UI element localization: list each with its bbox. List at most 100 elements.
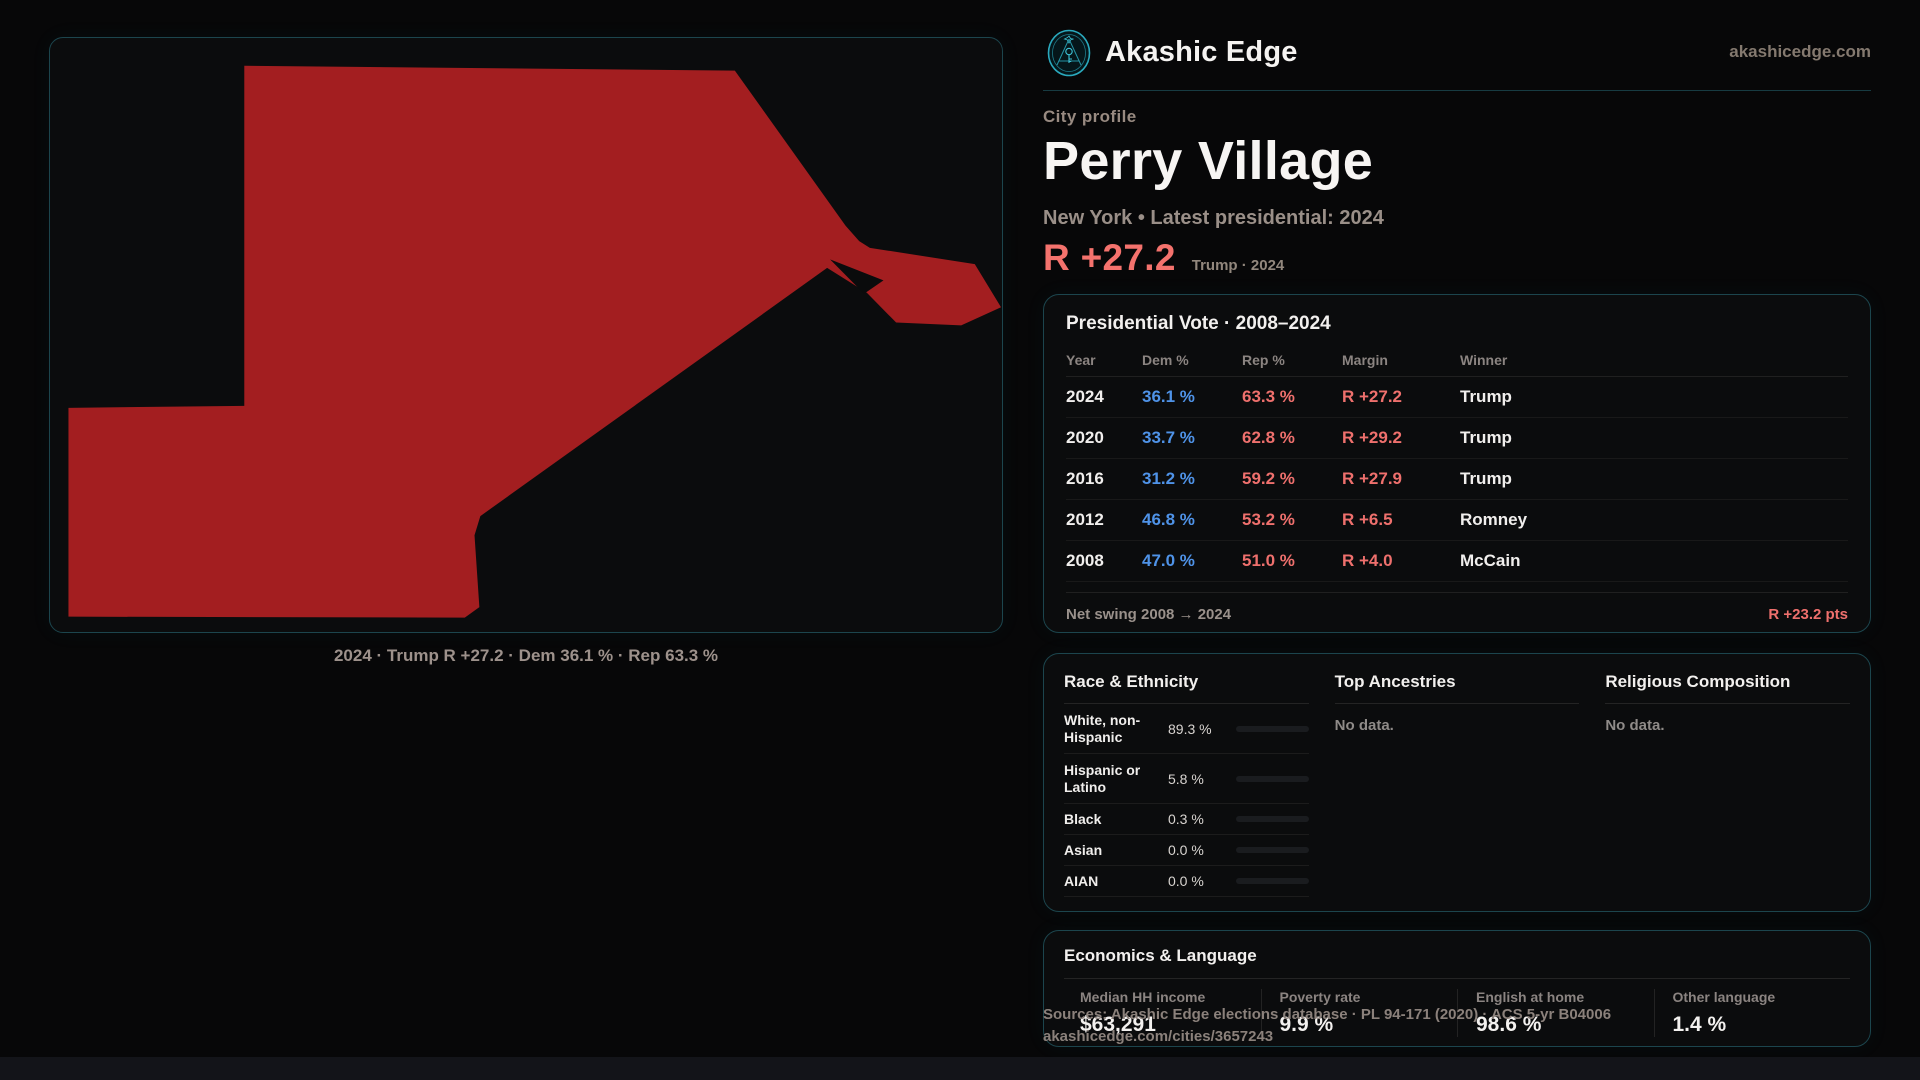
column-header-year: Year (1066, 343, 1142, 377)
site-header: Akashic Edge akashicedge.com (1043, 26, 1871, 82)
cell-dem-pct: 36.1 % (1142, 376, 1242, 418)
cell-dem-pct: 31.2 % (1142, 458, 1242, 500)
table-row: 2016 31.2 % 59.2 % R +27.9 Trump (1066, 458, 1848, 500)
religious-composition-title: Religious Composition (1605, 672, 1850, 704)
top-ancestries-title: Top Ancestries (1334, 672, 1580, 704)
cell-rep-pct: 59.2 % (1242, 458, 1342, 500)
cell-dem-pct: 47.0 % (1142, 540, 1242, 582)
brand-domain-link[interactable]: akashicedge.com (1729, 42, 1871, 61)
city-subtitle: New York • Latest presidential: 2024 (1043, 207, 1384, 229)
city-map-panel (49, 37, 1003, 633)
city-boundary-shape[interactable] (68, 65, 1002, 618)
race-label: White, non-Hispanic (1064, 712, 1141, 745)
cell-rep-pct: 51.0 % (1242, 540, 1342, 582)
race-bar-track (1236, 878, 1309, 885)
cell-margin: R +27.9 (1342, 458, 1460, 500)
permalink[interactable]: akashicedge.com/cities/3657243 (1043, 1028, 1274, 1045)
stat-other-language: Other language 1.4 % (1653, 989, 1851, 1037)
cell-winner: Trump (1460, 417, 1848, 459)
cell-year: 2012 (1066, 499, 1142, 541)
cell-dem-pct: 46.8 % (1142, 499, 1242, 541)
economics-panel-title: Economics & Language (1064, 946, 1257, 965)
net-swing-value: R +23.2 pts (1768, 606, 1848, 623)
stat-label: Median HH income (1080, 989, 1206, 1005)
table-header-row: Year Dem % Rep % Margin Winner (1066, 343, 1848, 377)
economics-stats: Median HH income $63,291 Poverty rate 9.… (1064, 989, 1850, 1037)
cell-margin: R +27.2 (1342, 376, 1460, 418)
cell-winner: Romney (1460, 499, 1848, 541)
net-swing-label: Net swing 2008 → 2024 (1066, 606, 1232, 623)
cell-year: 2008 (1066, 540, 1142, 582)
cell-dem-pct: 33.7 % (1142, 417, 1242, 459)
list-item: Hispanic or Latino 5.8 % (1064, 754, 1309, 804)
cell-year: 2016 (1066, 458, 1142, 500)
economics-panel: Economics & Language Median HH income $6… (1043, 930, 1871, 1047)
race-label: Asian (1064, 842, 1103, 859)
stat-value: 1.4 % (1672, 1013, 1727, 1036)
column-header-margin: Margin (1342, 343, 1460, 377)
presidential-vote-panel: Presidential Vote · 2008–2024 Year Dem %… (1043, 294, 1871, 633)
net-swing-row: Net swing 2008 → 2024 R +23.2 pts (1066, 592, 1848, 623)
economics-divider (1064, 978, 1850, 979)
list-item: AIAN 0.0 % (1064, 866, 1309, 898)
stat-label: Poverty rate (1279, 989, 1361, 1005)
list-item: Black 0.3 % (1064, 804, 1309, 836)
stat-poverty-rate: Poverty rate 9.9 % (1260, 989, 1458, 1037)
race-value: 0.0 % (1168, 873, 1204, 890)
map-caption: 2024 · Trump R +27.2 · Dem 36.1 % · Rep … (333, 646, 719, 665)
stat-median-income: Median HH income $63,291 (1064, 989, 1261, 1037)
header-divider (1043, 90, 1871, 91)
margin-stat: R +27.2 (1043, 237, 1176, 278)
cell-margin: R +4.0 (1342, 540, 1460, 582)
column-header-winner: Winner (1460, 343, 1848, 377)
akashic-edge-logo-icon[interactable] (1047, 29, 1091, 77)
list-item: Asian 0.0 % (1064, 835, 1309, 867)
brand-title[interactable]: Akashic Edge (1105, 36, 1298, 68)
column-header-dem: Dem % (1142, 343, 1242, 377)
column-header-rep: Rep % (1242, 343, 1342, 377)
table-row: 2024 36.1 % 63.3 % R +27.2 Trump (1066, 376, 1848, 418)
religious-composition-empty: No data. (1605, 717, 1665, 734)
race-bar-track (1236, 725, 1309, 732)
cell-winner: Trump (1460, 376, 1848, 418)
race-label: Black (1064, 811, 1102, 827)
top-ancestries-empty: No data. (1334, 717, 1394, 734)
race-label: Hispanic or Latino (1064, 762, 1141, 795)
race-value: 89.3 % (1168, 720, 1212, 737)
stat-label: English at home (1476, 989, 1585, 1005)
bottom-band (0, 1057, 1920, 1080)
race-ethnicity-column: Race & Ethnicity White, non-Hispanic 89.… (1064, 672, 1309, 898)
top-ancestries-column: Top Ancestries No data. (1334, 672, 1580, 897)
race-bar-track (1236, 816, 1309, 823)
table-row: 2020 33.7 % 62.8 % R +29.2 Trump (1066, 417, 1848, 459)
table-row: 2012 46.8 % 53.2 % R +6.5 Romney (1066, 499, 1848, 541)
religious-composition-column: Religious Composition No data. (1605, 672, 1850, 897)
race-value: 5.8 % (1168, 770, 1204, 787)
cell-winner: McCain (1460, 540, 1848, 582)
city-boundary-map (68, 65, 1002, 618)
presidential-panel-title: Presidential Vote · 2008–2024 (1066, 313, 1331, 334)
table-row: 2008 47.0 % 51.0 % R +4.0 McCain (1066, 540, 1848, 582)
cell-year: 2024 (1066, 376, 1142, 418)
cell-rep-pct: 53.2 % (1242, 499, 1342, 541)
cell-rep-pct: 62.8 % (1242, 417, 1342, 459)
stat-english-at-home: English at home 98.6 % (1457, 989, 1654, 1037)
demographics-panel: Race & Ethnicity White, non-Hispanic 89.… (1043, 653, 1871, 912)
page-eyebrow: City profile (1043, 107, 1137, 126)
stat-value: 98.6 % (1476, 1013, 1542, 1036)
stat-label: Other language (1672, 989, 1776, 1005)
sources-note: Sources: Akashic Edge elections database… (1043, 1006, 1612, 1023)
headline-margin: R +27.2 Trump · 2024 (1043, 237, 1284, 279)
stat-value: $63,291 (1080, 1013, 1156, 1036)
race-ethnicity-title: Race & Ethnicity (1064, 672, 1309, 704)
list-item: White, non-Hispanic 89.3 % (1064, 704, 1309, 754)
cell-year: 2020 (1066, 417, 1142, 459)
cell-rep-pct: 63.3 % (1242, 376, 1342, 418)
cell-winner: Trump (1460, 458, 1848, 500)
race-value: 0.0 % (1168, 842, 1204, 859)
page-title: Perry Village (1043, 131, 1374, 191)
cell-margin: R +29.2 (1342, 417, 1460, 459)
margin-note: Trump · 2024 (1191, 257, 1285, 274)
race-ethnicity-list: White, non-Hispanic 89.3 % Hispanic or L… (1064, 704, 1309, 898)
race-bar-track (1236, 847, 1309, 854)
